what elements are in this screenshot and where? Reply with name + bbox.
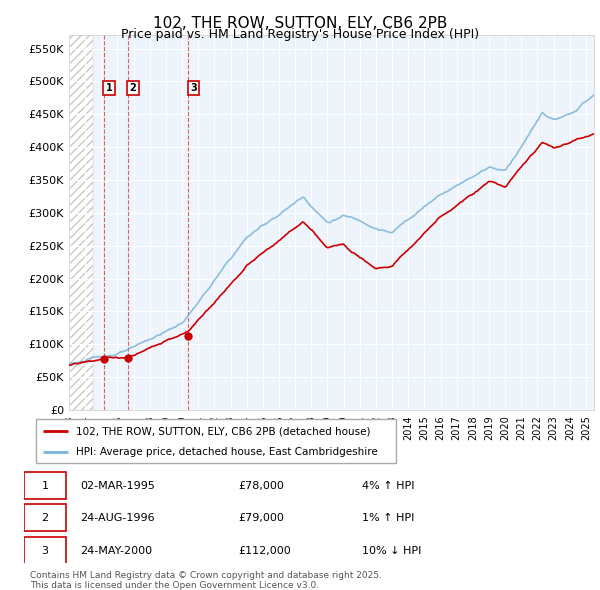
Text: 3: 3	[41, 546, 49, 556]
Text: 3: 3	[190, 83, 197, 93]
Text: 1: 1	[106, 83, 112, 93]
Text: 102, THE ROW, SUTTON, ELY, CB6 2PB: 102, THE ROW, SUTTON, ELY, CB6 2PB	[153, 16, 447, 31]
Text: £112,000: £112,000	[238, 546, 291, 556]
Text: 24-AUG-1996: 24-AUG-1996	[80, 513, 155, 523]
Text: 2: 2	[130, 83, 136, 93]
Text: 1: 1	[41, 481, 49, 490]
Text: 1% ↑ HPI: 1% ↑ HPI	[362, 513, 415, 523]
Text: £78,000: £78,000	[238, 481, 284, 490]
Text: 10% ↓ HPI: 10% ↓ HPI	[362, 546, 422, 556]
FancyBboxPatch shape	[24, 537, 66, 565]
Text: 2: 2	[41, 513, 49, 523]
Text: 102, THE ROW, SUTTON, ELY, CB6 2PB (detached house): 102, THE ROW, SUTTON, ELY, CB6 2PB (deta…	[76, 427, 370, 436]
FancyBboxPatch shape	[24, 472, 66, 499]
Text: 4% ↑ HPI: 4% ↑ HPI	[362, 481, 415, 490]
FancyBboxPatch shape	[24, 504, 66, 532]
FancyBboxPatch shape	[36, 419, 396, 463]
Text: Price paid vs. HM Land Registry's House Price Index (HPI): Price paid vs. HM Land Registry's House …	[121, 28, 479, 41]
Text: 24-MAY-2000: 24-MAY-2000	[80, 546, 152, 556]
Text: Contains HM Land Registry data © Crown copyright and database right 2025.
This d: Contains HM Land Registry data © Crown c…	[30, 571, 382, 590]
Text: £79,000: £79,000	[238, 513, 284, 523]
Text: 02-MAR-1995: 02-MAR-1995	[80, 481, 155, 490]
Text: HPI: Average price, detached house, East Cambridgeshire: HPI: Average price, detached house, East…	[76, 447, 377, 457]
